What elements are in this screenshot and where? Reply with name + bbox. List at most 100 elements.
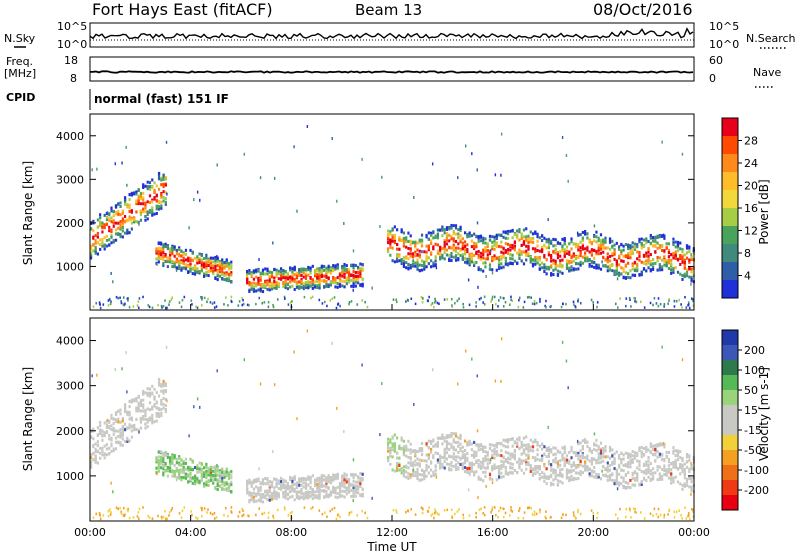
power-cell [473, 241, 476, 245]
power-cell [112, 210, 115, 214]
power-cell [259, 282, 262, 286]
power-cell [146, 186, 149, 190]
velocity-cell [184, 457, 188, 461]
velocity-cell [159, 455, 163, 459]
power-cell [656, 246, 659, 250]
velocity-cell [336, 473, 339, 477]
power-cell [570, 240, 573, 244]
velocity-cell [108, 437, 111, 441]
power-cell [304, 283, 308, 287]
cpid-label: CPID [6, 91, 35, 104]
power-cell [554, 243, 557, 247]
velocity-cell [658, 465, 661, 469]
velocity-cell [667, 464, 671, 468]
power-cell [164, 200, 167, 204]
power-cell [608, 268, 612, 272]
velocity-cell [602, 451, 605, 455]
power-cell [679, 247, 682, 251]
power-cell [250, 271, 253, 275]
velocity-cell [633, 454, 637, 458]
velocity-cell [178, 463, 181, 467]
power-cell [391, 246, 394, 250]
velocity-cell [466, 456, 469, 460]
power-cell [101, 238, 104, 242]
velocity-cell [293, 482, 296, 486]
power-cell [595, 252, 598, 256]
velocity-cell [92, 458, 95, 462]
velocity-cell [230, 490, 233, 494]
power-cell [427, 256, 430, 260]
power-cell [450, 237, 453, 241]
power-cell [191, 266, 194, 270]
power-cell [679, 262, 682, 266]
power-cell [680, 303, 682, 306]
power-cell [484, 257, 487, 261]
velocity-cell [151, 392, 154, 396]
velocity-cell [491, 477, 494, 481]
power-cell [450, 255, 453, 259]
velocity-cell [291, 489, 294, 493]
velocity-cell [579, 454, 582, 458]
velocity-cell [477, 445, 480, 449]
velocity-cell [160, 383, 163, 387]
power-cell [595, 235, 598, 239]
velocity-cell [166, 455, 169, 459]
power-cell [454, 226, 458, 230]
velocity-cell [205, 469, 208, 473]
power-cell [527, 237, 530, 241]
velocity-cell [345, 488, 348, 492]
velocity-cell [202, 482, 206, 486]
velocity-cell [475, 460, 478, 464]
velocity-cell [323, 495, 326, 499]
power-cell [672, 270, 675, 274]
power-cell [277, 277, 280, 281]
velocity-cell [491, 449, 494, 453]
velocity-cell [173, 474, 176, 478]
power-cell [214, 259, 217, 263]
power-cell [108, 229, 111, 233]
velocity-cell [282, 486, 285, 490]
power-cell [668, 298, 671, 301]
power-cell [119, 235, 122, 239]
velocity-cell [261, 481, 265, 485]
power-cell [643, 306, 646, 309]
power-cell [502, 230, 505, 234]
power-cell [482, 256, 485, 260]
power-cell [418, 263, 421, 267]
velocity-cell [193, 475, 197, 479]
power-cell [470, 260, 473, 264]
velocity-cell [405, 475, 408, 479]
power-cell [110, 300, 112, 304]
power-cell [137, 194, 140, 198]
power-cell [690, 257, 693, 261]
power-cell [672, 256, 675, 260]
velocity-cell [270, 492, 274, 496]
power-cell [597, 246, 600, 250]
power-cell [200, 265, 203, 269]
velocity-cell [302, 481, 305, 485]
velocity-cell [651, 467, 655, 471]
power-cell [683, 263, 686, 267]
velocity-cell [491, 453, 494, 457]
power-cell [114, 212, 118, 216]
power-cell [477, 239, 480, 243]
velocity-cell [400, 438, 403, 442]
velocity-cell [157, 460, 160, 464]
power-cell [302, 282, 305, 286]
power-cell [316, 286, 319, 290]
power-cell [547, 253, 550, 257]
power-cell [622, 248, 625, 252]
velocity-cell [171, 474, 174, 478]
power-cell [651, 239, 655, 243]
power-cell [381, 175, 383, 179]
velocity-cell [554, 446, 557, 450]
power-cell [221, 258, 224, 262]
velocity-cell [658, 452, 661, 456]
velocity-cell [563, 464, 566, 468]
power-cell [431, 302, 434, 305]
power-cell [550, 241, 553, 245]
power-cell [227, 267, 231, 271]
velocity-cell [386, 437, 390, 441]
velocity-cell [599, 449, 603, 453]
velocity-cell [604, 474, 607, 478]
